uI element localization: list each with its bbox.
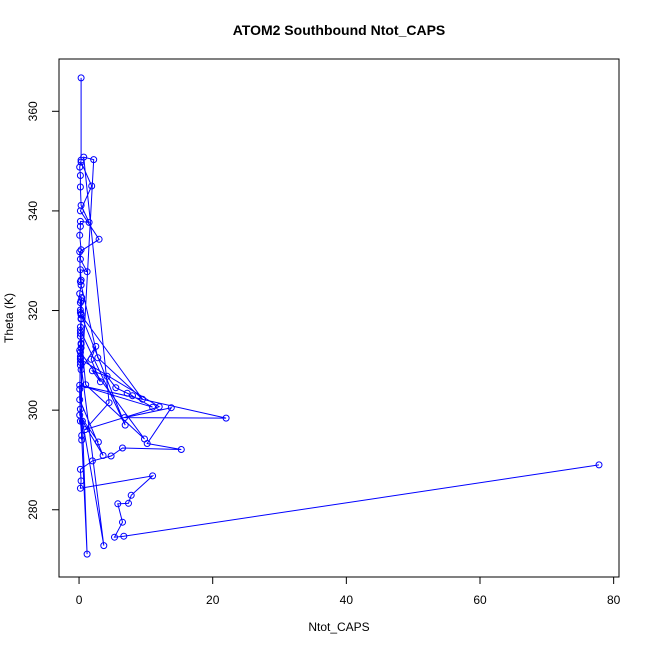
- data-point: [149, 403, 157, 411]
- data-point: [76, 465, 84, 473]
- data-point: [111, 533, 118, 541]
- data-point: [149, 472, 157, 480]
- x-tick-label: 20: [206, 593, 220, 607]
- plot-box: [58, 58, 620, 578]
- data-point: [107, 452, 115, 460]
- data-point: [78, 294, 86, 302]
- data-point: [123, 389, 131, 397]
- series-line-1: [79, 77, 600, 538]
- data-point: [112, 384, 120, 392]
- data-point: [155, 403, 163, 411]
- x-tick-label: 80: [607, 593, 621, 607]
- data-point: [121, 414, 128, 422]
- data-point: [167, 404, 175, 412]
- data-point: [99, 452, 107, 459]
- data-point: [76, 396, 84, 404]
- data-point: [100, 542, 108, 550]
- y-tick-label: 320: [26, 300, 40, 320]
- data-point: [96, 378, 104, 386]
- data-point: [83, 550, 91, 558]
- data-point: [80, 153, 88, 161]
- data-point: [103, 372, 111, 380]
- data-point: [94, 354, 102, 362]
- data-point: [595, 461, 603, 469]
- series-points: [76, 74, 603, 558]
- x-tick-label: 40: [340, 593, 354, 607]
- y-axis-label: Theta (K): [2, 293, 16, 343]
- data-point: [87, 355, 95, 363]
- data-point: [77, 344, 85, 352]
- data-point: [77, 366, 85, 374]
- series-line-2: [79, 156, 161, 555]
- data-point: [139, 395, 146, 403]
- data-point: [77, 477, 85, 485]
- data-point: [76, 385, 84, 393]
- data-point: [85, 218, 93, 226]
- data-point: [177, 446, 185, 453]
- data-point: [78, 436, 86, 444]
- data-point: [76, 248, 84, 256]
- series-lines: [79, 77, 600, 555]
- data-point: [76, 358, 84, 366]
- data-point: [77, 281, 85, 289]
- data-point: [76, 222, 84, 230]
- y-tick-label: 360: [26, 101, 40, 121]
- x-tick-label: 60: [473, 593, 487, 607]
- data-point: [76, 329, 84, 337]
- data-point: [78, 417, 86, 425]
- data-point: [76, 231, 84, 239]
- data-point: [88, 457, 96, 465]
- data-point: [76, 278, 84, 286]
- data-point: [77, 74, 85, 82]
- data-point: [83, 268, 91, 276]
- data-point: [78, 432, 86, 439]
- data-point: [76, 266, 84, 274]
- y-tick-label: 340: [26, 201, 40, 221]
- data-point: [121, 421, 129, 429]
- x-tick-label: 0: [76, 593, 83, 607]
- data-point: [81, 426, 89, 434]
- data-point: [95, 235, 103, 243]
- data-point: [127, 491, 135, 499]
- data-point: [76, 217, 84, 225]
- data-point: [114, 500, 122, 508]
- data-point: [77, 246, 85, 254]
- data-point: [76, 172, 84, 179]
- data-point: [88, 182, 96, 190]
- data-point: [119, 518, 126, 526]
- data-point: [76, 417, 84, 425]
- data-point: [92, 342, 100, 350]
- data-point: [120, 532, 128, 540]
- chart-title: ATOM2 Southbound Ntot_CAPS: [233, 22, 446, 38]
- y-tick-label: 300: [26, 400, 40, 420]
- data-point: [90, 156, 98, 164]
- data-point: [76, 306, 84, 314]
- data-point: [77, 297, 85, 305]
- data-point: [76, 290, 84, 298]
- data-point: [88, 367, 96, 375]
- data-point: [76, 255, 84, 263]
- y-tick-label: 280: [26, 499, 40, 519]
- data-point: [77, 339, 85, 347]
- data-point: [76, 354, 84, 362]
- data-point: [76, 183, 84, 191]
- data-point: [141, 435, 148, 443]
- data-point: [105, 399, 113, 407]
- data-point: [82, 381, 90, 389]
- data-point: [76, 361, 84, 369]
- data-point: [77, 315, 85, 322]
- data-point: [125, 499, 132, 507]
- data-point: [94, 438, 102, 446]
- data-point: [222, 414, 230, 422]
- data-point: [76, 163, 84, 171]
- x-axis: 0 20 40 60 80: [76, 576, 621, 607]
- data-point: [76, 327, 84, 334]
- data-point: [76, 207, 84, 215]
- data-point: [76, 484, 84, 492]
- y-axis: 280 300 320 340 360: [26, 101, 60, 520]
- x-axis-label: Ntot_CAPS: [308, 620, 369, 634]
- data-point: [119, 444, 126, 452]
